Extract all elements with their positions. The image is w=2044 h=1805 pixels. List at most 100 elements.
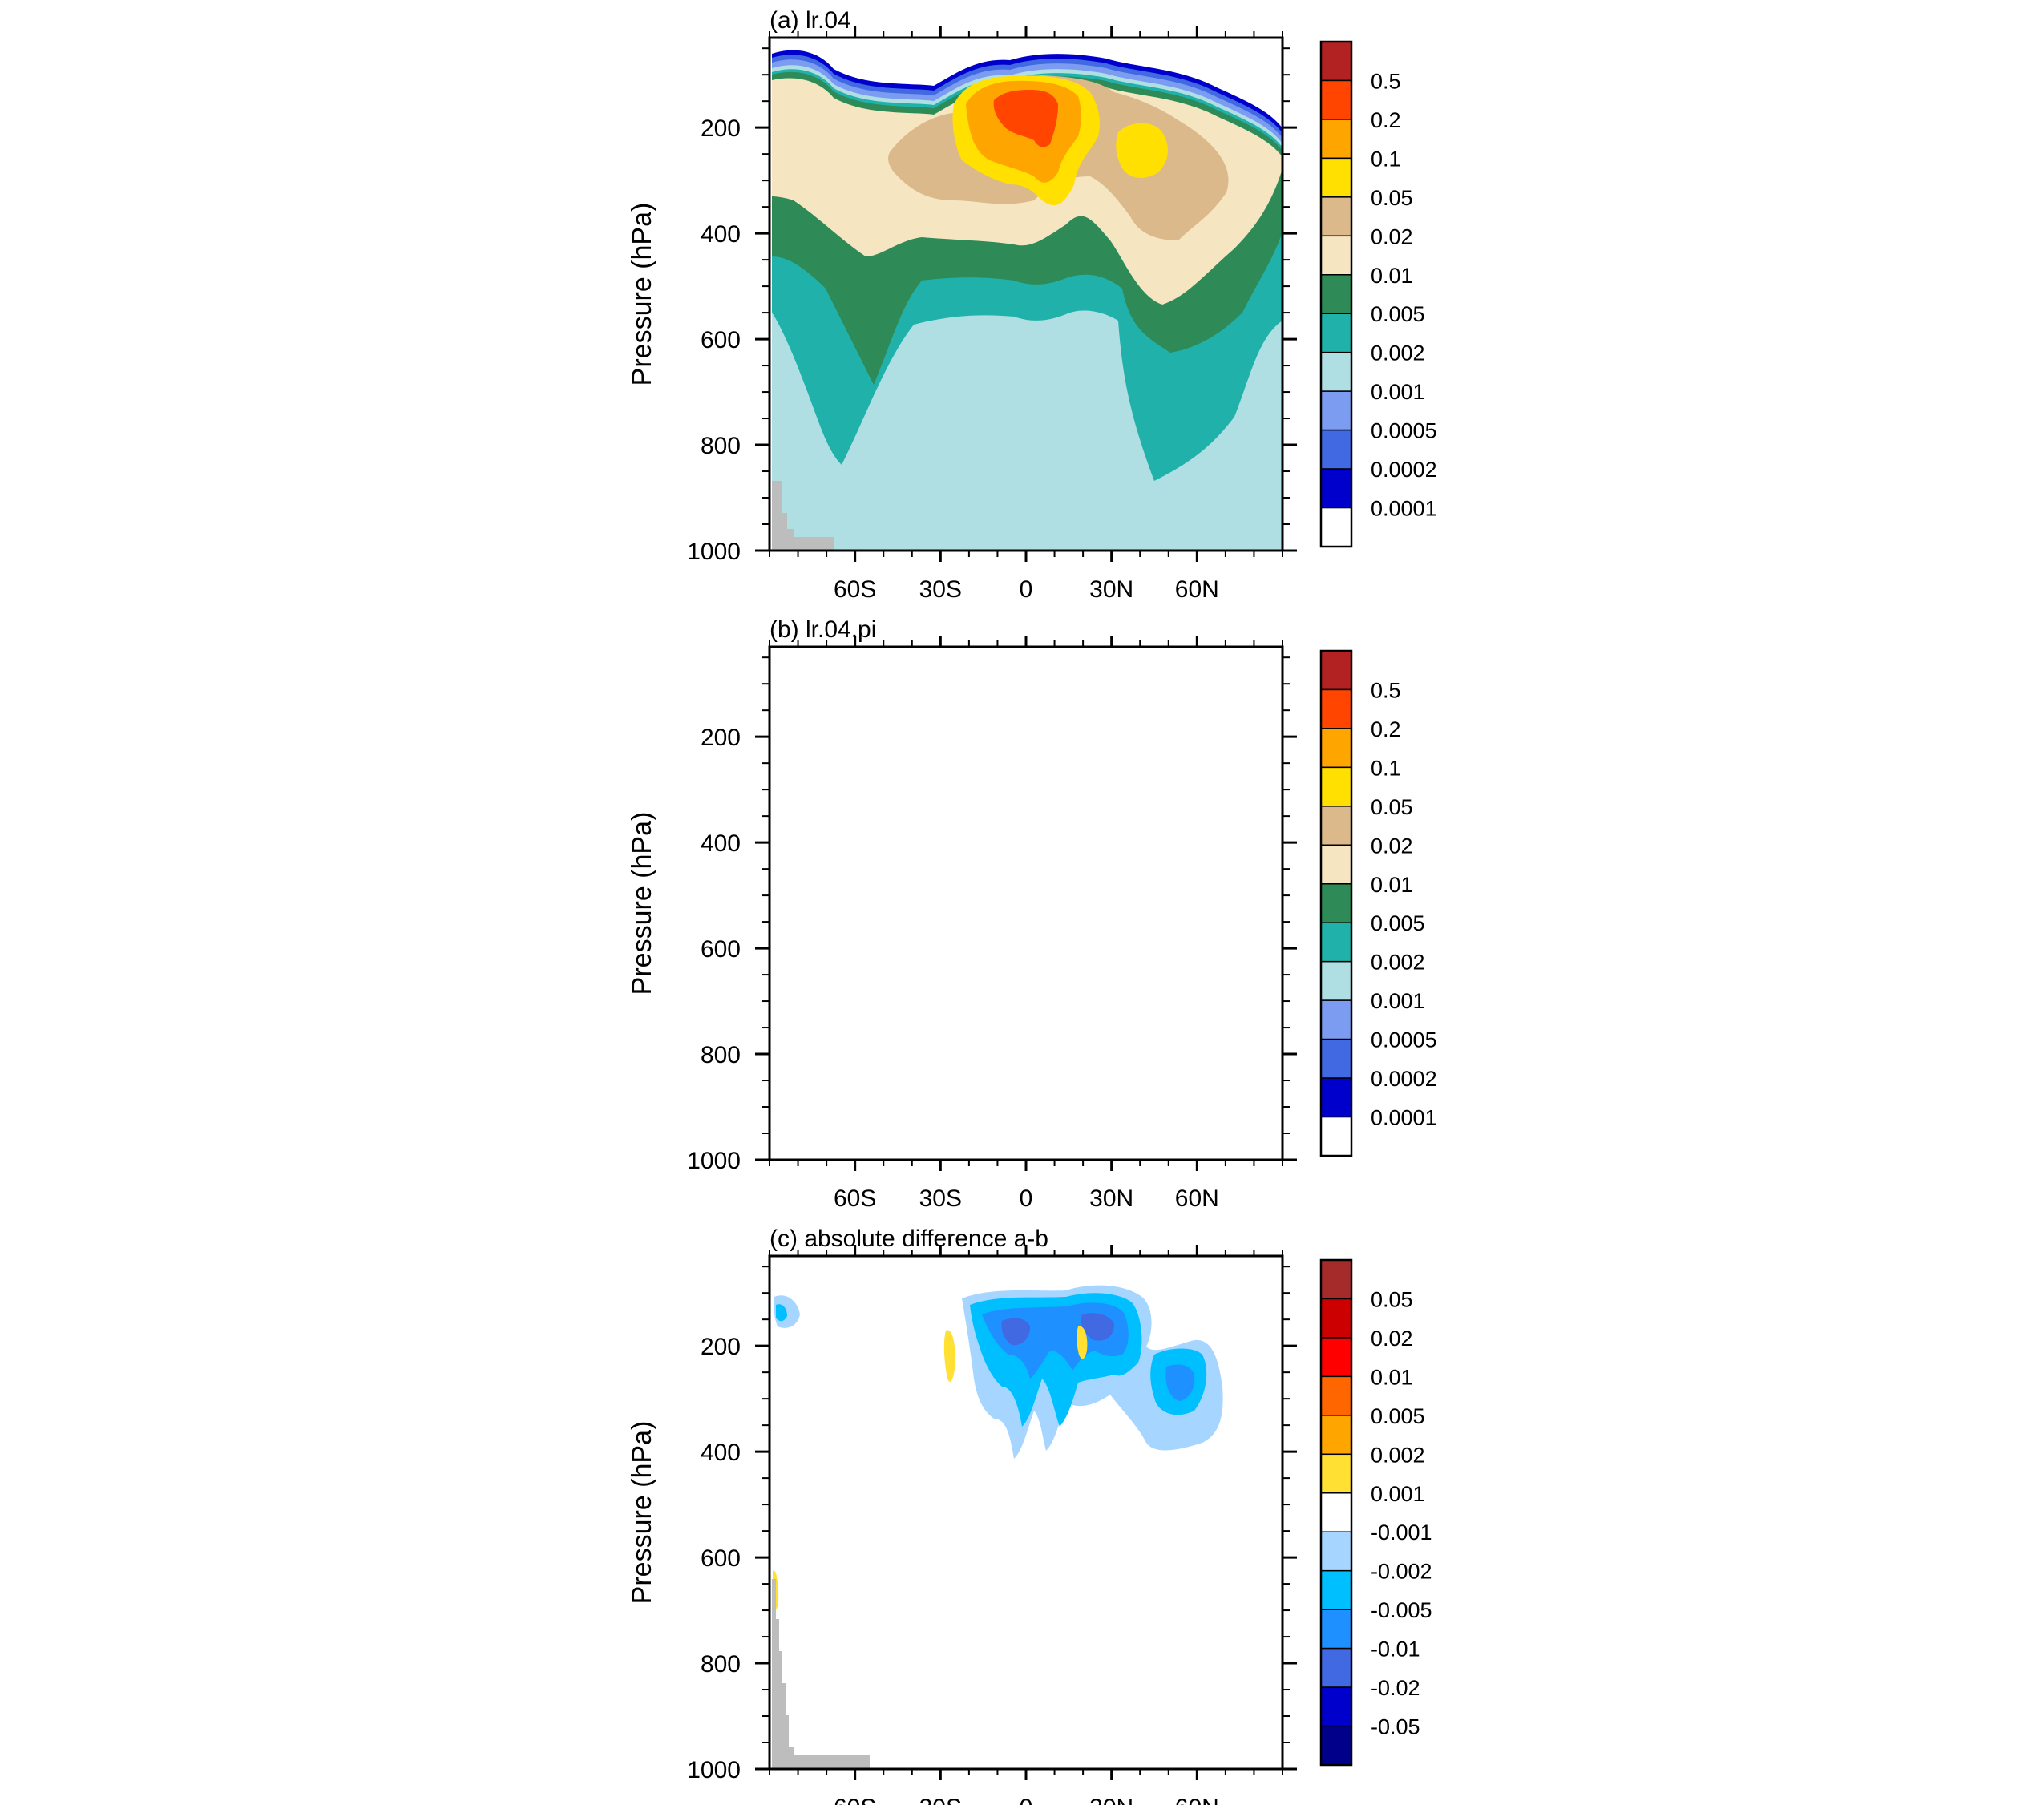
panel-a: (a) lr.04 60S 30S 0 30N 60N2004006008001000 … [627,7,1437,603]
panel-a-colorbar-box [1320,468,1352,509]
panel-a-colorbar-box [1320,390,1352,431]
panel-a-colorbar-label: 0.1 [1371,147,1401,171]
panel-b-colorbar-box [1320,999,1352,1040]
panel-a-colorbar-label: 0.001 [1371,380,1425,404]
panel-c-xtick-label: 60S [834,1795,876,1805]
panel-a-colorbar-label: 0.002 [1371,341,1425,365]
panel-c-xtick-label: 60N [1175,1795,1219,1805]
panel-a-colorbar-box [1320,507,1352,547]
panel-c-ytick-label: 400 [701,1440,741,1466]
panel-b-colorbar: 0.5 0.2 0.1 0.05 0.02 0.01 0.005 0.002 0.001 0.00… [1319,649,1437,1157]
panel-b-ytick-label: 400 [701,830,741,857]
panel-a-ytick-label: 400 [701,221,741,248]
panel-c-colorbar-label: -0.001 [1371,1520,1432,1545]
panel-b-colorbar-box [1320,922,1352,963]
panel-b-colorbar-frame [1319,649,1353,1157]
panel-a-xtick-label: 30N [1089,576,1133,603]
panel-a-colorbar-label: 0.0005 [1371,419,1437,443]
panel-c-colorbar-label: 0.005 [1371,1404,1425,1428]
panel-b-frame [768,645,1284,1161]
panel-b-colorbar-label: 0.0001 [1371,1106,1437,1130]
panel-c: (c) absolute difference a-b 60S30S030N60… [627,1226,1432,1805]
panel-a-ylabel: Pressure (hPa) [627,203,657,386]
panel-a-xtick-label: 60N [1175,576,1219,603]
panel-b-colorbar-box [1320,728,1352,769]
panel-a-ytick-label: 800 [701,433,741,459]
panel-a-ytick-label: 1000 [687,539,741,565]
panel-c-colorbar-label: 0.05 [1371,1287,1413,1311]
panel-c-colorbar-box [1320,1686,1352,1727]
panel-c-ytick-label: 1000 [687,1757,741,1783]
panel-b-ytick-label: 200 [701,725,741,751]
panel-b-band-0.2 [994,699,1058,756]
panel-a-colorbar-box [1320,196,1352,237]
panel-b-band-0.05 [951,684,1162,814]
panel-c-colorbar-frame [1319,1258,1353,1767]
panel-b-xtick-label: 30S [919,1185,962,1212]
panel-c-band-neg0.01 [1001,1313,1114,1346]
panel-a-xtick-label: 0 [1020,576,1033,603]
panel-a-colorbar-box [1320,313,1352,353]
panel-a-colorbar-label: 0.05 [1371,186,1413,210]
panel-c-colorbar-box [1320,1569,1352,1610]
panel-a-colorbar-frame [1319,40,1353,548]
panel-c-colorbar-label: 0.001 [1371,1482,1425,1506]
panel-b-axes: 60S 30S 0 30N 60N 200 400 600 800 1000 [687,636,1297,1212]
panel-b-ytick-label: 800 [701,1042,741,1068]
panel-b-colorbar-label: 0.5 [1371,678,1401,702]
panel-a-colorbar-box [1320,274,1352,314]
panel-c-colorbar-box [1320,1492,1352,1532]
panel-b: (b) lr.04.pi 60S 30S 0 30N 60N 200 400 600 800 10… [627,616,1437,1212]
panel-b-field [772,660,1283,1160]
panel-b-title: (b) lr.04.pi [770,616,876,643]
panel-c-colorbar-box [1320,1531,1352,1572]
panel-a-title: (a) lr.04 [770,7,851,34]
panel-c-xtick-label: 30N [1089,1795,1133,1805]
panel-a-colorbar-label: 0.01 [1371,264,1413,288]
panel-b-ytick-label: 1000 [687,1148,741,1174]
panel-b-xtick-label: 0 [1020,1185,1033,1212]
panel-a-colorbar-label: 0.2 [1371,108,1401,132]
panel-b-colorbar-label: 0.001 [1371,989,1425,1013]
panel-c-ytick-label: 800 [701,1651,741,1678]
panel-b-band-0.0005 [772,668,1283,1160]
panel-b-colorbar-label: 0.005 [1371,911,1425,935]
panel-a-colorbar-box [1320,235,1352,276]
panel-b-xtick-label: 60N [1175,1185,1219,1212]
panel-b-band-0.005 [772,681,1283,994]
panel-c-field [772,1285,1223,1769]
panel-b-ylabel: Pressure (hPa) [627,812,657,995]
panel-b-band-0.0001 [772,660,1283,1160]
panel-a-axes: 60S 30S 0 30N 60N 200 400 600 800 1000 [687,26,1297,603]
panel-a-colorbar-box [1320,79,1352,120]
panel-c-colorbar-box [1320,1647,1352,1688]
panel-c-ytick-label: 200 [701,1334,741,1360]
panel-a-ytick-label: 600 [701,327,741,353]
panel-c-band-neg0.002-sw [776,1304,787,1322]
panel-c-band-0.002-a [943,1330,955,1382]
panel-a-ytick-label: 200 [701,115,741,142]
panel-c-colorbar-label: 0.002 [1371,1443,1425,1467]
panel-b-colorbar-box [1320,960,1352,1001]
panel-c-colorbar-box [1320,1298,1352,1339]
panel-b-band-0.01 [772,688,1283,914]
panel-a-terrain [772,481,834,551]
panel-b-colorbar-label: 0.02 [1371,834,1413,858]
panel-a-colorbar: 0.5 0.2 0.1 0.05 0.02 0.01 0.005 0.002 0.001 0.00… [1319,40,1437,548]
panel-b-colorbar-label: 0.002 [1371,951,1425,975]
panel-a-colorbar-box [1320,119,1352,160]
panel-b-colorbar-label: 0.1 [1371,756,1401,780]
panel-b-colorbar-box [1320,1038,1352,1079]
panel-c-title: (c) absolute difference a-b [770,1226,1048,1252]
panel-c-colorbar-box [1320,1259,1352,1300]
panel-a-colorbar-label: 0.5 [1371,69,1401,93]
panel-c-colorbar: 0.05 0.02 0.01 0.005 0.002 0.001 -0.001 -0.002 -… [1319,1258,1432,1767]
panel-b-band-0.02 [888,684,1228,850]
panel-c-colorbar-label: -0.002 [1371,1560,1432,1584]
panel-c-colorbar-label: -0.01 [1371,1637,1420,1662]
panel-c-axes: 60S 30S 0 30N 60N 200 400 600 800 1000 [687,1245,1297,1805]
panel-b-colorbar-label: 0.2 [1371,717,1401,741]
panel-b-band-0.002 [772,678,1283,1090]
panel-b-xtick-label: 60S [834,1185,876,1212]
panel-b-colorbar-box [1320,1116,1352,1157]
